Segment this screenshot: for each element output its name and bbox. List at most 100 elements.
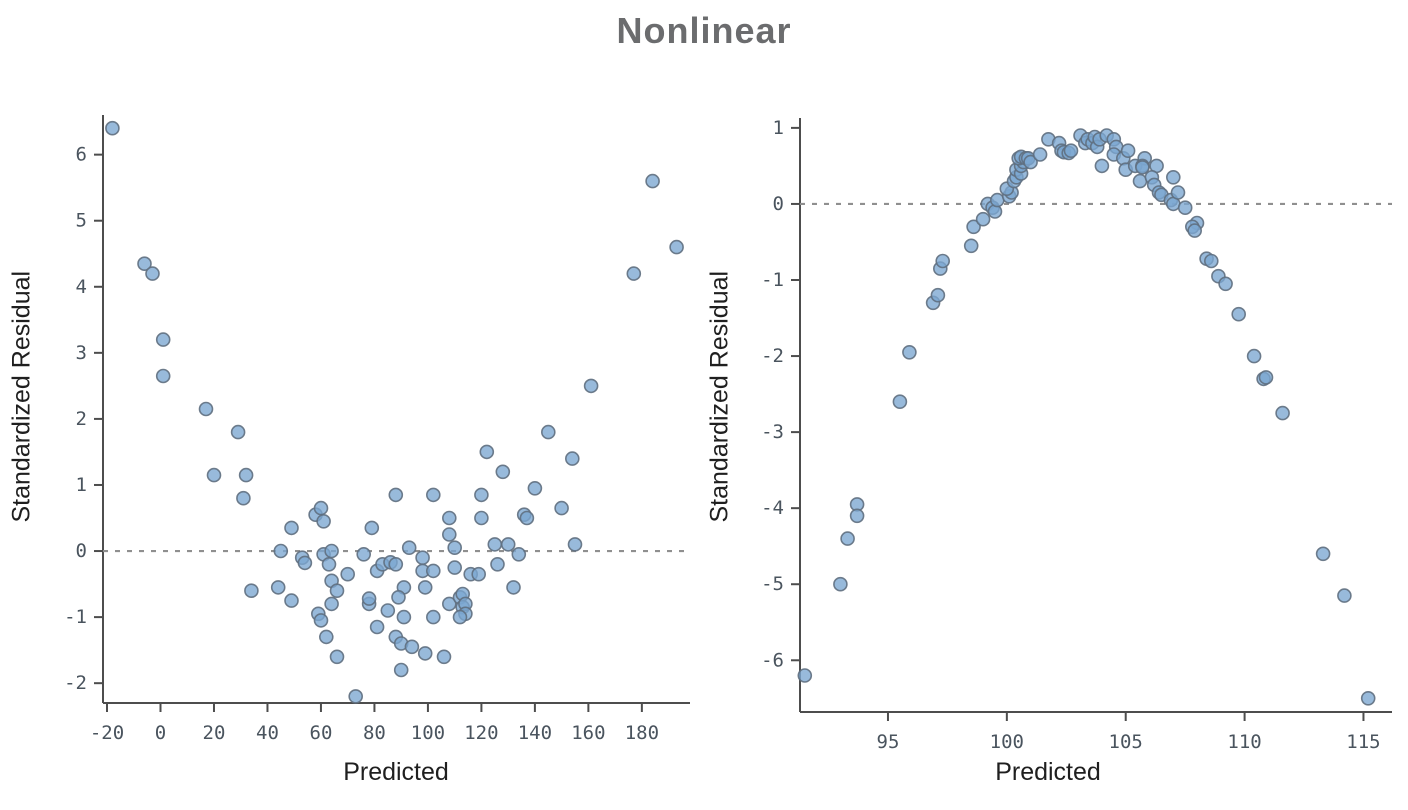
data-point bbox=[441, 510, 457, 526]
data-point bbox=[417, 580, 433, 595]
data-point bbox=[388, 556, 404, 572]
data-point bbox=[471, 566, 487, 582]
x-tick-label: 110 bbox=[1227, 731, 1261, 753]
data-point bbox=[966, 219, 981, 235]
data-point bbox=[797, 668, 813, 683]
data-point bbox=[401, 540, 417, 556]
data-point bbox=[329, 649, 345, 665]
data-point bbox=[554, 500, 569, 516]
data-point bbox=[474, 487, 489, 503]
data-point bbox=[892, 394, 908, 410]
y-tick-label: -2 bbox=[64, 672, 87, 694]
data-point bbox=[340, 566, 356, 582]
data-point bbox=[441, 596, 457, 612]
data-point bbox=[902, 344, 917, 360]
data-point bbox=[236, 490, 251, 506]
data-point bbox=[145, 266, 160, 281]
y-tick-label: 6 bbox=[76, 144, 87, 166]
data-point bbox=[567, 537, 583, 552]
data-point bbox=[500, 537, 516, 552]
data-point bbox=[348, 689, 364, 704]
y-tick-label: 1 bbox=[773, 117, 784, 139]
data-point bbox=[1094, 158, 1110, 174]
data-point bbox=[506, 580, 521, 595]
x-tick-label: 120 bbox=[464, 722, 498, 744]
data-point bbox=[318, 629, 334, 645]
x-tick-label: 115 bbox=[1346, 731, 1380, 753]
data-point bbox=[361, 591, 377, 606]
data-point bbox=[935, 253, 951, 269]
page-title: Nonlinear bbox=[616, 10, 792, 51]
data-point bbox=[447, 560, 463, 575]
data-point bbox=[527, 480, 543, 496]
y-tick-label: 0 bbox=[773, 193, 784, 215]
data-point bbox=[849, 508, 865, 524]
x-tick-label: 100 bbox=[990, 731, 1024, 753]
data-point bbox=[1315, 546, 1331, 562]
y-tick-label: -2 bbox=[761, 345, 784, 367]
scatter-points bbox=[105, 120, 684, 704]
data-point bbox=[1023, 154, 1038, 170]
x-tick-label: 105 bbox=[1109, 731, 1143, 753]
data-point bbox=[105, 120, 120, 136]
data-point bbox=[1170, 185, 1186, 200]
x-tick-label: 40 bbox=[256, 722, 279, 744]
data-point bbox=[198, 401, 214, 417]
data-point bbox=[519, 510, 535, 526]
data-point bbox=[364, 520, 380, 536]
y-tick-label: -6 bbox=[761, 649, 784, 671]
data-point bbox=[436, 649, 452, 665]
x-tick-label: 180 bbox=[625, 722, 659, 744]
data-point bbox=[230, 424, 246, 440]
data-point bbox=[388, 487, 404, 503]
data-point bbox=[313, 613, 329, 628]
data-point bbox=[1246, 348, 1262, 364]
data-point bbox=[324, 543, 339, 559]
data-point bbox=[425, 563, 441, 579]
data-point bbox=[417, 646, 433, 661]
data-point bbox=[833, 576, 848, 592]
y-tick-label: 3 bbox=[76, 342, 87, 364]
data-point bbox=[495, 464, 511, 480]
y-tick-label: 2 bbox=[76, 408, 87, 430]
data-point bbox=[155, 332, 171, 347]
data-point bbox=[1231, 306, 1246, 322]
data-point bbox=[380, 603, 396, 618]
data-point bbox=[669, 239, 684, 255]
x-tick-label: 100 bbox=[411, 722, 445, 744]
data-point bbox=[626, 266, 642, 281]
data-point bbox=[441, 527, 457, 542]
data-point bbox=[1177, 200, 1193, 215]
data-point bbox=[1187, 223, 1202, 238]
data-point bbox=[540, 424, 556, 440]
right-y-axis-label: Standardized Residual bbox=[705, 270, 734, 523]
data-point bbox=[329, 583, 345, 599]
data-point bbox=[244, 583, 259, 599]
y-tick-label: -1 bbox=[64, 606, 87, 628]
data-point bbox=[393, 662, 409, 678]
y-tick-label: -1 bbox=[761, 269, 784, 291]
data-point bbox=[316, 513, 331, 529]
data-point bbox=[511, 546, 527, 562]
data-point bbox=[206, 467, 222, 483]
y-tick-label: 4 bbox=[76, 276, 87, 298]
left-x-axis-label: Predicted bbox=[343, 758, 449, 786]
x-tick-label: -20 bbox=[90, 722, 124, 744]
data-point bbox=[425, 609, 441, 625]
data-point bbox=[1135, 160, 1150, 175]
x-tick-label: 20 bbox=[203, 722, 226, 744]
right-x-axis-label: Predicted bbox=[995, 758, 1101, 786]
data-point bbox=[1063, 143, 1079, 158]
data-point bbox=[1337, 588, 1352, 603]
y-tick-label: 1 bbox=[76, 474, 87, 496]
y-tick-label: -3 bbox=[761, 421, 784, 443]
data-point bbox=[273, 543, 289, 559]
data-point bbox=[404, 639, 420, 655]
data-point bbox=[963, 238, 979, 254]
data-point bbox=[490, 556, 505, 572]
data-point bbox=[1032, 147, 1048, 162]
scatter-points bbox=[797, 128, 1376, 706]
data-point bbox=[1204, 253, 1219, 269]
data-point bbox=[270, 580, 286, 595]
